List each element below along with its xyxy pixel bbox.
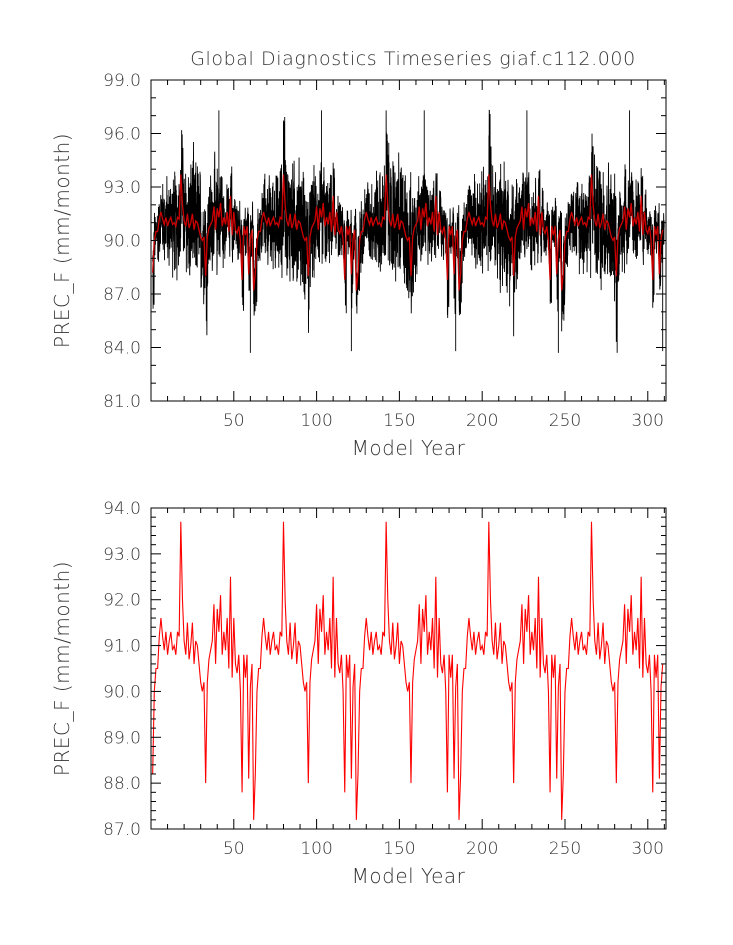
top-plot-clip-holder [152,109,665,353]
y-tick-label: 92.0 [103,591,141,611]
bottom-y-axis-label: PREC_F (mm/month) [50,561,74,776]
y-tick-label: 87.0 [103,820,141,840]
y-tick-label: 93.0 [103,178,141,198]
bottom-y-tick-labels: 87.0 88.0 89.0 90.0 91.0 92.0 93.0 94.0 [103,499,141,840]
top-x-tick-labels: 50 100 150 200 250 300 [223,411,664,431]
x-tick-label: 150 [383,411,415,431]
y-tick-label: 89.0 [103,728,141,748]
x-tick-label: 250 [549,411,581,431]
y-tick-label: 81.0 [103,392,141,412]
bottom-plot-clip-holder [152,521,664,820]
y-tick-label: 88.0 [103,774,141,794]
top-y-axis-label: PREC_F (mm/month) [50,133,74,348]
series-annual-mean [152,521,664,820]
bottom-x-tick-labels: 50 100 150 200 250 300 [223,839,664,859]
top-plot-frame [150,79,667,402]
x-tick-label: 200 [466,411,498,431]
top-y-tick-labels: 81.0 84.0 87.0 90.0 93.0 96.0 99.0 [103,71,141,412]
y-tick-label: 94.0 [103,499,141,519]
x-tick-label: 100 [300,839,332,859]
y-tick-label: 90.0 [103,232,141,252]
bottom-x-axis-label: Model Year [352,864,466,888]
y-tick-label: 96.0 [103,125,141,145]
y-tick-label: 84.0 [103,339,141,359]
x-tick-label: 300 [632,411,664,431]
x-tick-label: 50 [223,411,245,431]
y-tick-label: 90.0 [103,682,141,702]
bottom-panel: 87.0 88.0 89.0 90.0 91.0 92.0 93.0 94.0 50 100 15… [50,499,667,888]
chart-title: Global Diagnostics Timeseries giaf.c112.… [190,48,636,70]
y-tick-label: 99.0 [103,71,141,91]
x-tick-label: 300 [632,839,664,859]
series-annual-mean-overlay [152,174,664,291]
x-tick-label: 150 [383,839,415,859]
bottom-plot-frame [150,507,667,830]
x-tick-label: 200 [466,839,498,859]
top-panel: 81.0 84.0 87.0 90.0 93.0 96.0 99.0 50 100 150 200… [50,71,667,460]
x-tick-label: 100 [300,411,332,431]
y-tick-label: 87.0 [103,285,141,305]
x-tick-label: 50 [223,839,245,859]
series-monthly [152,109,665,353]
top-x-axis-label: Model Year [352,436,466,460]
bottom-ticks [151,507,666,830]
y-tick-label: 91.0 [103,637,141,657]
y-tick-label: 93.0 [103,545,141,565]
x-tick-label: 250 [549,839,581,859]
